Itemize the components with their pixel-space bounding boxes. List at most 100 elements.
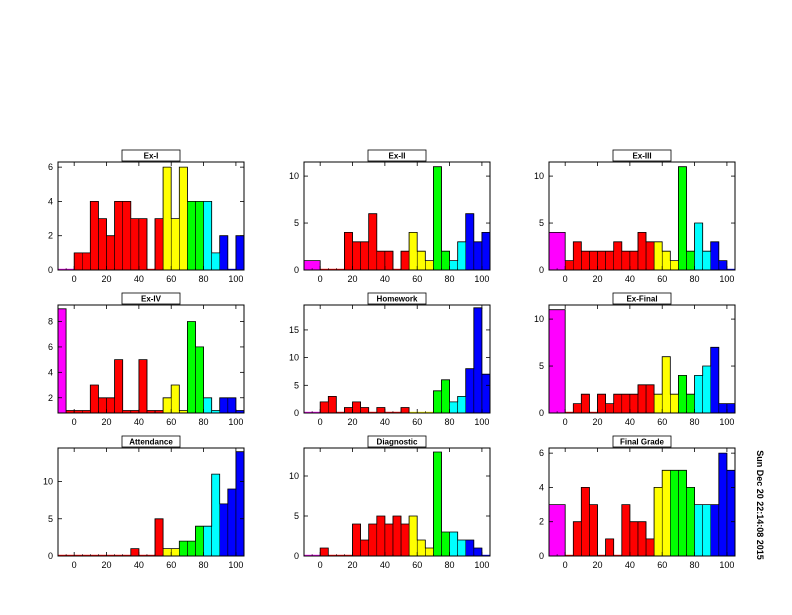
histogram-bar: [718, 260, 727, 270]
histogram-bar: [401, 251, 410, 270]
histogram-bar: [702, 504, 711, 556]
y-tick-label: 15: [289, 325, 299, 335]
histogram-bar: [409, 232, 418, 270]
histogram-bar: [90, 201, 99, 270]
histogram-bar: [726, 403, 735, 413]
x-tick-label: 0: [318, 560, 323, 570]
histogram-panel: 0 20 40 60 80 100 0 5 10 Attendance: [43, 435, 245, 570]
histogram-bar: [589, 504, 598, 556]
histogram-bar: [211, 252, 220, 270]
histogram-bar: [573, 241, 582, 270]
histogram-bar: [621, 394, 630, 413]
histogram-bar: [678, 166, 687, 270]
y-tick-label: 5: [294, 218, 299, 228]
histogram-bar: [597, 251, 606, 270]
x-tick-label: 40: [625, 274, 635, 284]
x-tick-label: 40: [625, 417, 635, 427]
histogram-bar: [74, 410, 83, 413]
histogram-bar: [203, 526, 212, 556]
plot-frame: [57, 161, 245, 271]
y-tick-label: 10: [43, 477, 53, 487]
histogram-bar: [392, 268, 402, 270]
histogram-bar: [211, 474, 220, 556]
histogram-bar: [605, 403, 614, 413]
histogram-bar: [360, 407, 369, 413]
histogram-bar: [179, 541, 188, 556]
histogram-bar: [235, 235, 244, 270]
histogram-bar: [235, 410, 244, 413]
histogram-bar: [187, 321, 196, 413]
histogram-bar: [710, 347, 719, 413]
histogram-bar: [662, 251, 671, 270]
histogram-bar: [629, 394, 638, 413]
x-tick-label: 100: [228, 417, 243, 427]
histogram-bar: [457, 396, 466, 413]
histogram-bar: [549, 504, 566, 556]
histogram-bar: [155, 410, 164, 413]
y-tick-label: 0: [539, 551, 544, 561]
histogram-panel: 0 20 40 60 80 100 0 2 4 6 Final Grade: [539, 435, 736, 570]
histogram-bar: [465, 368, 474, 413]
histogram-bar: [718, 403, 727, 413]
x-tick-label: 60: [412, 417, 422, 427]
x-tick-label: 100: [719, 417, 734, 427]
histogram-bar: [114, 201, 123, 270]
plot-frame: [548, 447, 736, 557]
y-tick-label: 6: [48, 342, 53, 352]
histogram-bar: [130, 548, 139, 556]
histogram-bar: [621, 504, 630, 556]
x-tick-label: 100: [228, 274, 243, 284]
y-tick-label: 10: [534, 314, 544, 324]
x-tick-label: 20: [593, 274, 603, 284]
histogram-bar: [163, 397, 172, 413]
histogram-bar: [565, 554, 574, 556]
plot-frame: [57, 447, 245, 557]
x-tick-label: 20: [348, 417, 358, 427]
y-tick-label: 5: [294, 380, 299, 390]
histogram-bar: [710, 504, 719, 556]
y-tick-label: 2: [48, 231, 53, 241]
histogram-bar: [605, 538, 614, 556]
x-tick-label: 80: [199, 560, 209, 570]
x-tick-label: 80: [445, 417, 455, 427]
histogram-bar: [613, 241, 622, 270]
x-tick-label: 40: [134, 560, 144, 570]
timestamp-text: Sun Dec 20 22:14:08 2015: [755, 450, 765, 560]
histogram-bar: [187, 541, 196, 556]
histogram-bar: [344, 232, 353, 270]
y-tick-label: 8: [48, 317, 53, 327]
histogram-bar: [203, 201, 212, 270]
histogram-bar: [98, 397, 107, 413]
chart-title: Attendance: [129, 438, 173, 447]
histogram-bar: [352, 401, 361, 413]
histogram-bar: [433, 390, 442, 413]
title-box: [121, 292, 181, 305]
histogram-bar: [702, 366, 711, 413]
histogram-bar: [654, 241, 663, 270]
histogram-bar: [195, 346, 204, 413]
histogram-panel: 0 20 40 60 80 100 0 5 10 Ex-II: [289, 149, 491, 284]
y-tick-label: 0: [539, 408, 544, 418]
x-tick-label: 0: [318, 417, 323, 427]
histogram-panel: 0 20 40 60 80 100 0 5 10 Diagnostic: [289, 435, 491, 570]
histogram-bar: [171, 548, 180, 556]
chart-title: Homework: [377, 295, 418, 304]
histogram-bar: [441, 532, 450, 556]
title-box: [121, 149, 181, 162]
histogram-bar: [130, 218, 139, 270]
histogram-bar: [597, 554, 606, 556]
histogram-bar: [670, 470, 679, 556]
chart-title: Ex-IV: [141, 295, 162, 304]
histogram-bar: [425, 260, 434, 270]
histogram-bar: [360, 540, 369, 556]
histogram-bar: [98, 218, 107, 270]
histogram-bar: [392, 516, 402, 556]
histogram-bar: [465, 540, 474, 556]
x-tick-label: 80: [690, 417, 700, 427]
x-tick-label: 60: [166, 417, 176, 427]
y-tick-label: 10: [289, 471, 299, 481]
histogram-bar: [146, 268, 156, 270]
histogram-bar: [565, 411, 574, 413]
histogram-bar: [481, 374, 490, 413]
histogram-bar: [589, 411, 598, 413]
